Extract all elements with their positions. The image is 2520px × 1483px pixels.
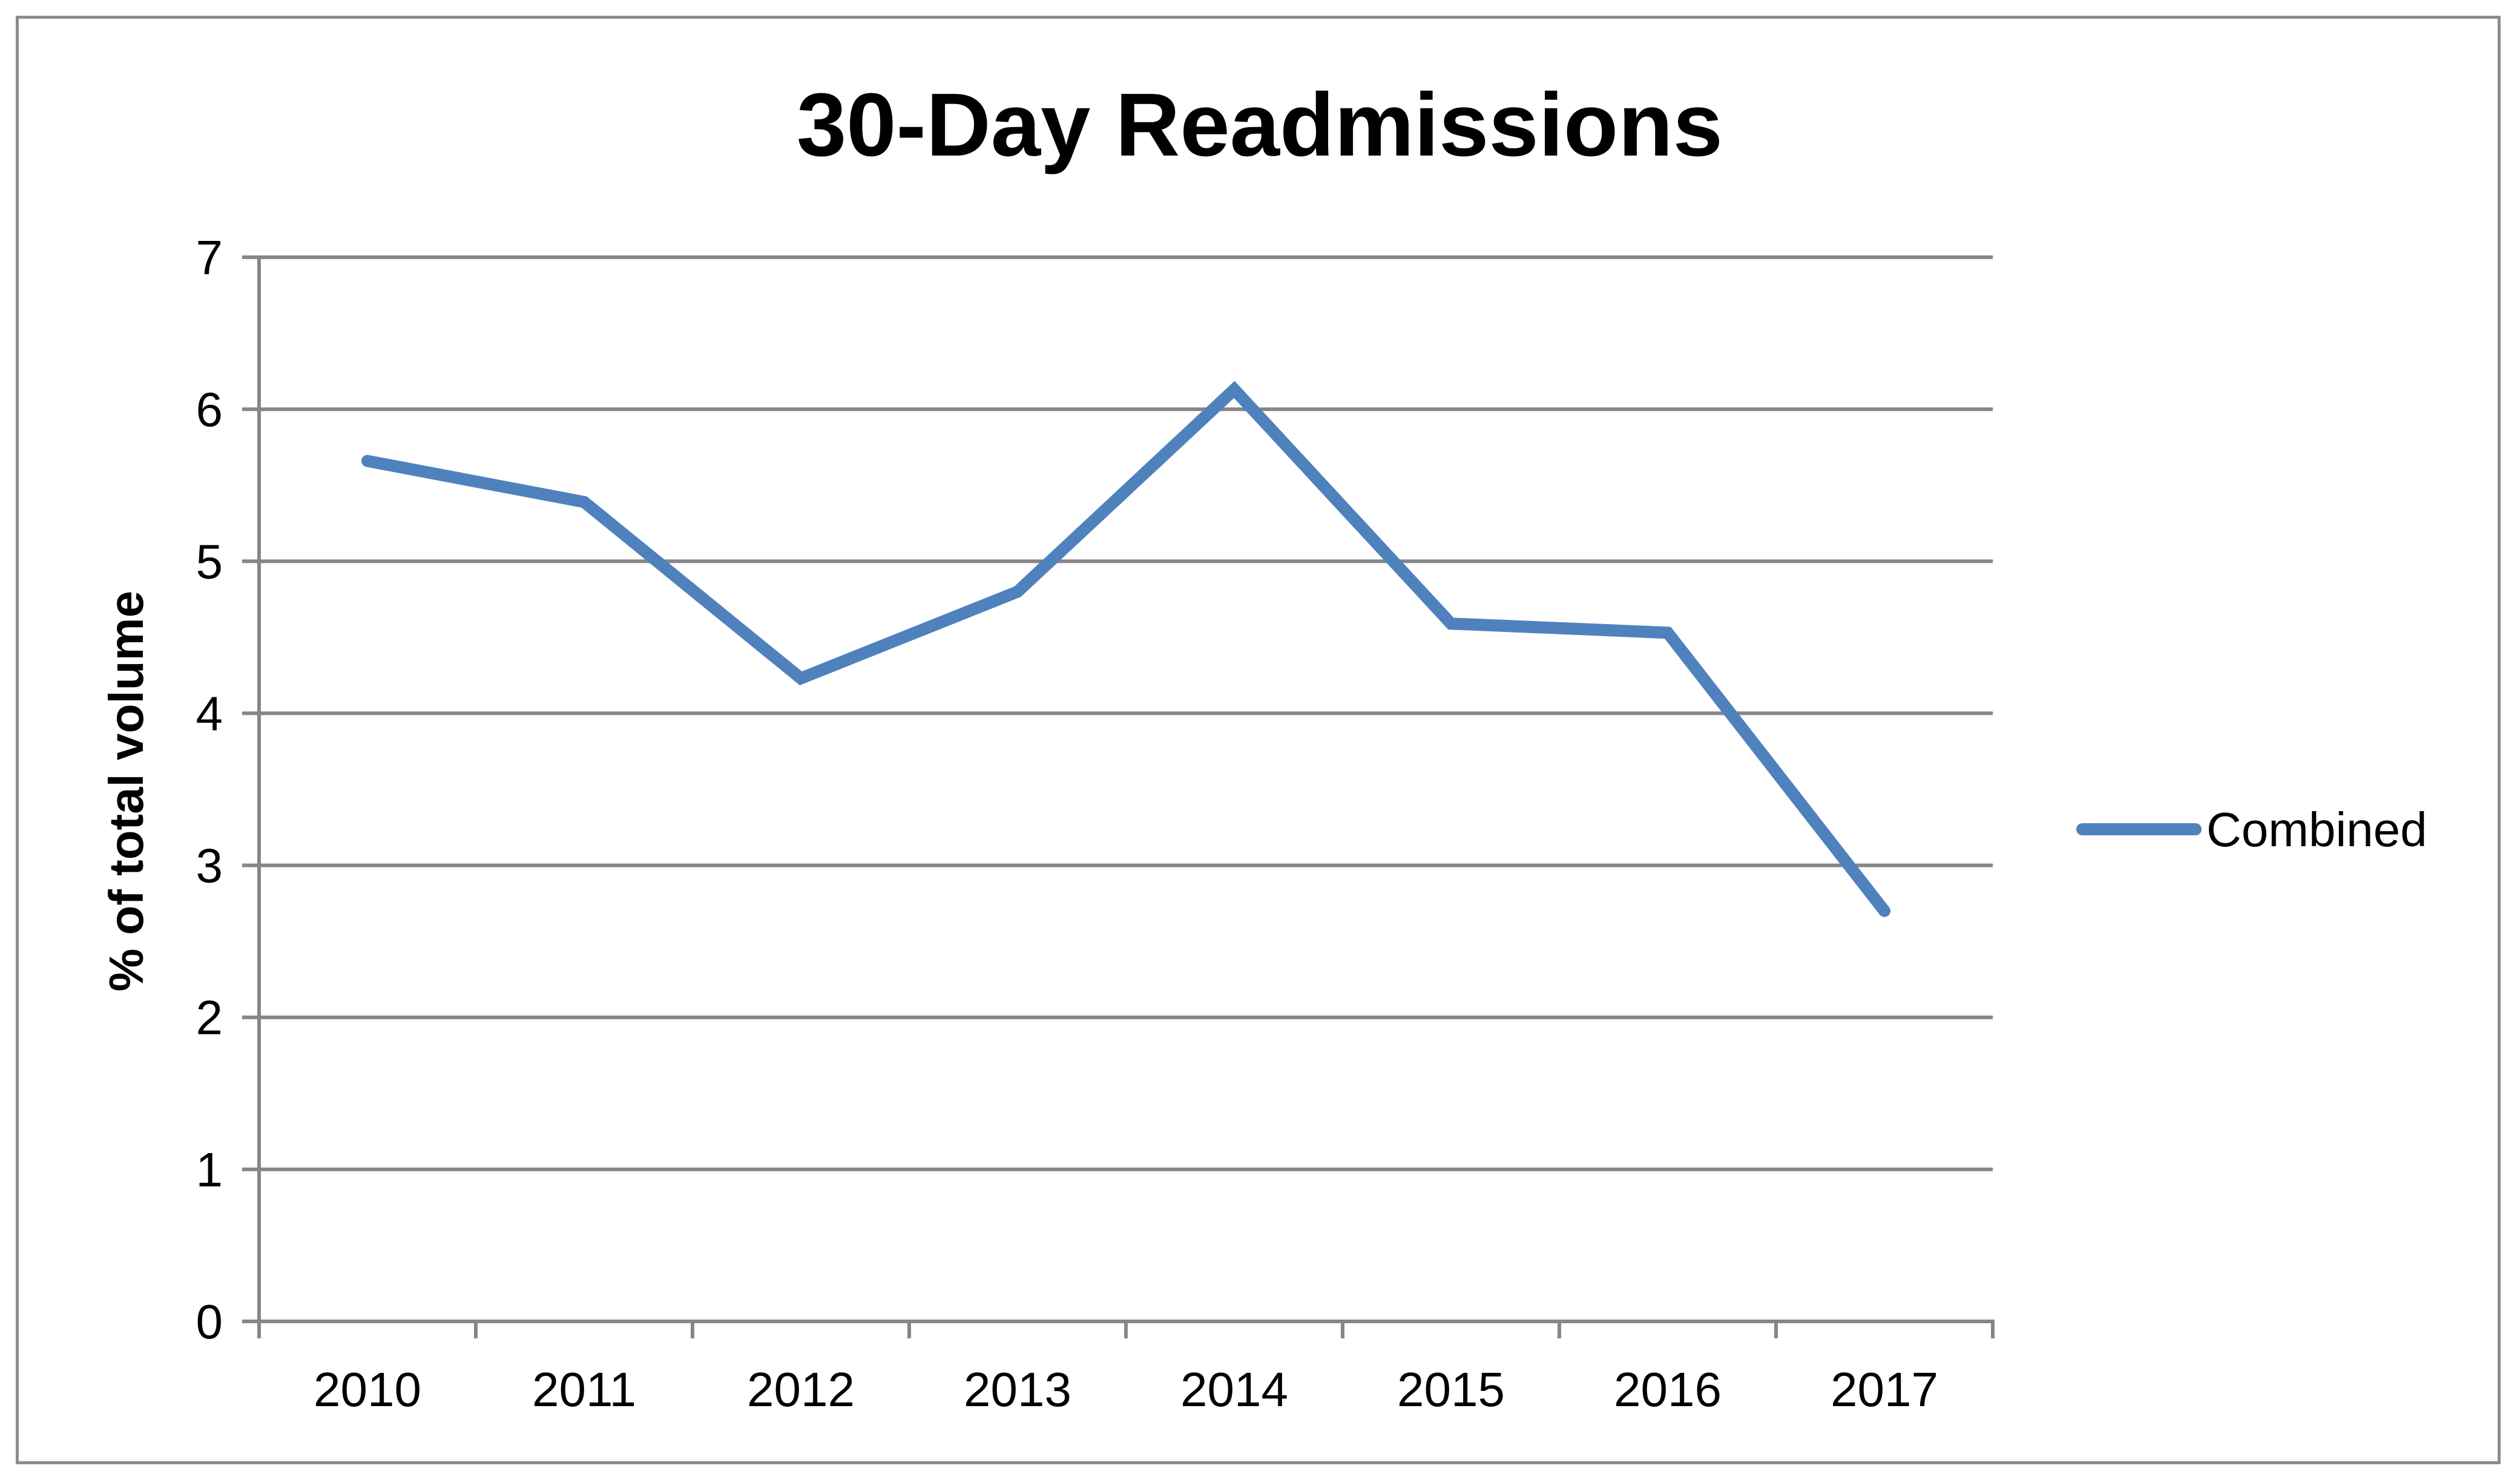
y-tick-label: 7 [196, 231, 223, 284]
y-tick-label: 2 [196, 991, 223, 1045]
y-tick-label: 4 [196, 686, 223, 740]
x-tick-label-2015: 2015 [1397, 1363, 1505, 1416]
x-tick-label-2013: 2013 [964, 1363, 1071, 1416]
x-tick-label-2011: 2011 [532, 1363, 636, 1416]
chart-title: 30-Day Readmissions [797, 75, 1723, 175]
legend-label-combined: Combined [2206, 803, 2427, 857]
x-tick-label-2014: 2014 [1180, 1363, 1288, 1416]
x-tick-labels: 2010 2011 2012 2013 2014 2015 2016 2017 [314, 1363, 1938, 1416]
x-tick-label-2016: 2016 [1614, 1363, 1722, 1416]
y-tick-label: 3 [196, 839, 223, 893]
y-tick-label: 1 [196, 1143, 223, 1197]
y-tick-labels: 0 1 2 3 4 5 6 7 [196, 231, 223, 1349]
x-tick-label-2010: 2010 [314, 1363, 421, 1416]
axes [242, 255, 1995, 1338]
y-axis-label: % of total volume [99, 591, 153, 991]
series-line-combined [361, 381, 1890, 917]
x-tick-label-2017: 2017 [1831, 1363, 1938, 1416]
y-tick-label: 6 [196, 383, 223, 436]
x-tick-label-2012: 2012 [747, 1363, 855, 1416]
series-lines [361, 381, 1890, 917]
gridlines [259, 255, 1993, 1171]
legend: Combined [2076, 803, 2427, 857]
y-tick-label: 5 [196, 534, 223, 588]
y-tick-label: 0 [196, 1295, 223, 1349]
